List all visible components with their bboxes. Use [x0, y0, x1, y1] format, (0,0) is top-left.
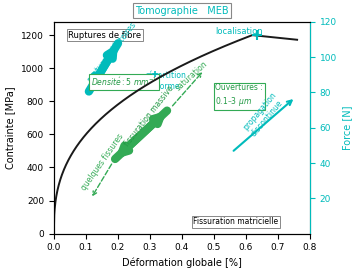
- Text: propagation
discontinue: propagation discontinue: [242, 90, 287, 138]
- Text: saturation: saturation: [174, 59, 209, 92]
- Text: localisation: localisation: [216, 27, 263, 36]
- Text: répartition
uniforme: répartition uniforme: [145, 71, 186, 91]
- Text: Fissuration matricielle: Fissuration matricielle: [193, 217, 278, 226]
- X-axis label: Déformation globale [%]: Déformation globale [%]: [122, 258, 242, 269]
- Text: ruptures aléatoires: ruptures aléatoires: [85, 20, 138, 84]
- Text: Tomographie   MEB: Tomographie MEB: [135, 5, 229, 16]
- Text: quelques fissures: quelques fissures: [79, 132, 125, 192]
- Text: $\it{Densit\'{e}: 5\ mm^{-1}}$: $\it{Densit\'{e}: 5\ mm^{-1}}$: [91, 76, 157, 89]
- Y-axis label: Contrainte [MPa]: Contrainte [MPa]: [6, 87, 15, 169]
- Text: fissuration massive: fissuration massive: [123, 84, 176, 149]
- Text: Ouvertures :
$0.1$–$3\ \mu m$: Ouvertures : $0.1$–$3\ \mu m$: [216, 83, 263, 108]
- Text: Ruptures de fibre: Ruptures de fibre: [68, 31, 141, 40]
- Y-axis label: Force [N]: Force [N]: [343, 105, 352, 150]
